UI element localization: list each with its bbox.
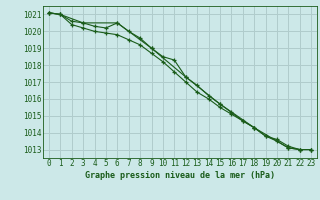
X-axis label: Graphe pression niveau de la mer (hPa): Graphe pression niveau de la mer (hPa) — [85, 171, 275, 180]
